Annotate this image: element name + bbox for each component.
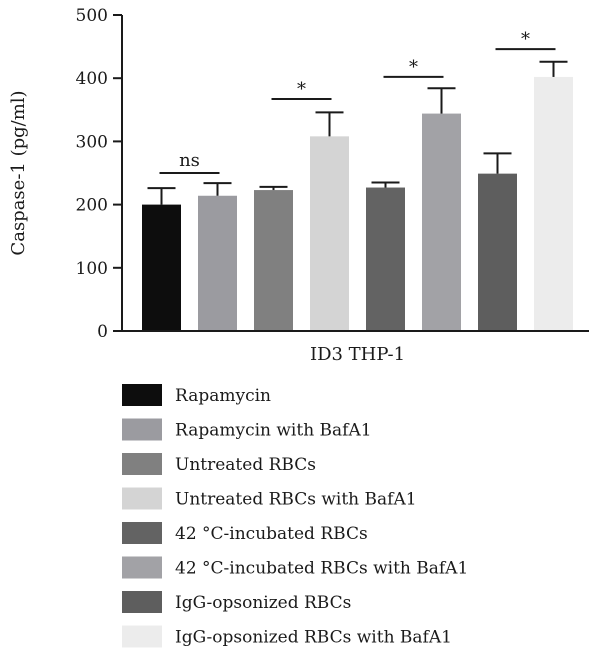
legend-label: 42 °C-incubated RBCs (175, 524, 368, 544)
legend-swatch (122, 418, 162, 441)
y-tick-label: 100 (76, 259, 108, 279)
significance-label: * (297, 79, 306, 100)
significance-annotations: ns * * * (159, 29, 556, 174)
legend-swatch (122, 487, 162, 510)
legend-label: IgG-opsonized RBCs (175, 593, 351, 613)
legend-swatch (122, 453, 162, 475)
significance-label: * (409, 57, 418, 78)
y-tick-label: 500 (76, 6, 108, 26)
y-tick-label: 300 (76, 132, 108, 152)
bar (142, 204, 181, 331)
y-axis: 0 100 200 300 400 500 (76, 6, 123, 342)
bars (142, 76, 573, 331)
bar (422, 113, 461, 331)
y-tick-label: 0 (97, 322, 108, 342)
legend-swatch (122, 625, 162, 648)
legend-swatch (122, 522, 162, 544)
y-tick-label: 200 (76, 196, 108, 216)
legend-label: 42 °C-incubated RBCs with BafA1 (175, 559, 468, 579)
error-bars (147, 60, 568, 205)
y-tick-label: 400 (76, 69, 108, 89)
legend-label: Untreated RBCs with BafA1 (175, 490, 417, 510)
significance-label: ns (179, 150, 200, 171)
legend-label: Rapamycin with BafA1 (175, 421, 372, 441)
significance-label: * (521, 29, 530, 50)
x-axis-label: ID3 THP-1 (310, 344, 405, 365)
bar (534, 76, 573, 331)
bar (310, 136, 349, 331)
bar (366, 187, 405, 331)
legend-swatch (122, 556, 162, 579)
bar (254, 190, 293, 331)
bar (198, 195, 237, 331)
legend-label: IgG-opsonized RBCs with BafA1 (175, 628, 452, 648)
legend: Rapamycin Rapamycin with BafA1 Untreated R… (122, 384, 468, 648)
legend-label: Rapamycin (175, 386, 271, 406)
legend-swatch (122, 384, 162, 406)
legend-label: Untreated RBCs (175, 455, 316, 475)
y-axis-label: Caspase-1 (pg/ml) (8, 90, 29, 255)
bar (478, 173, 517, 331)
legend-swatch (122, 591, 162, 613)
